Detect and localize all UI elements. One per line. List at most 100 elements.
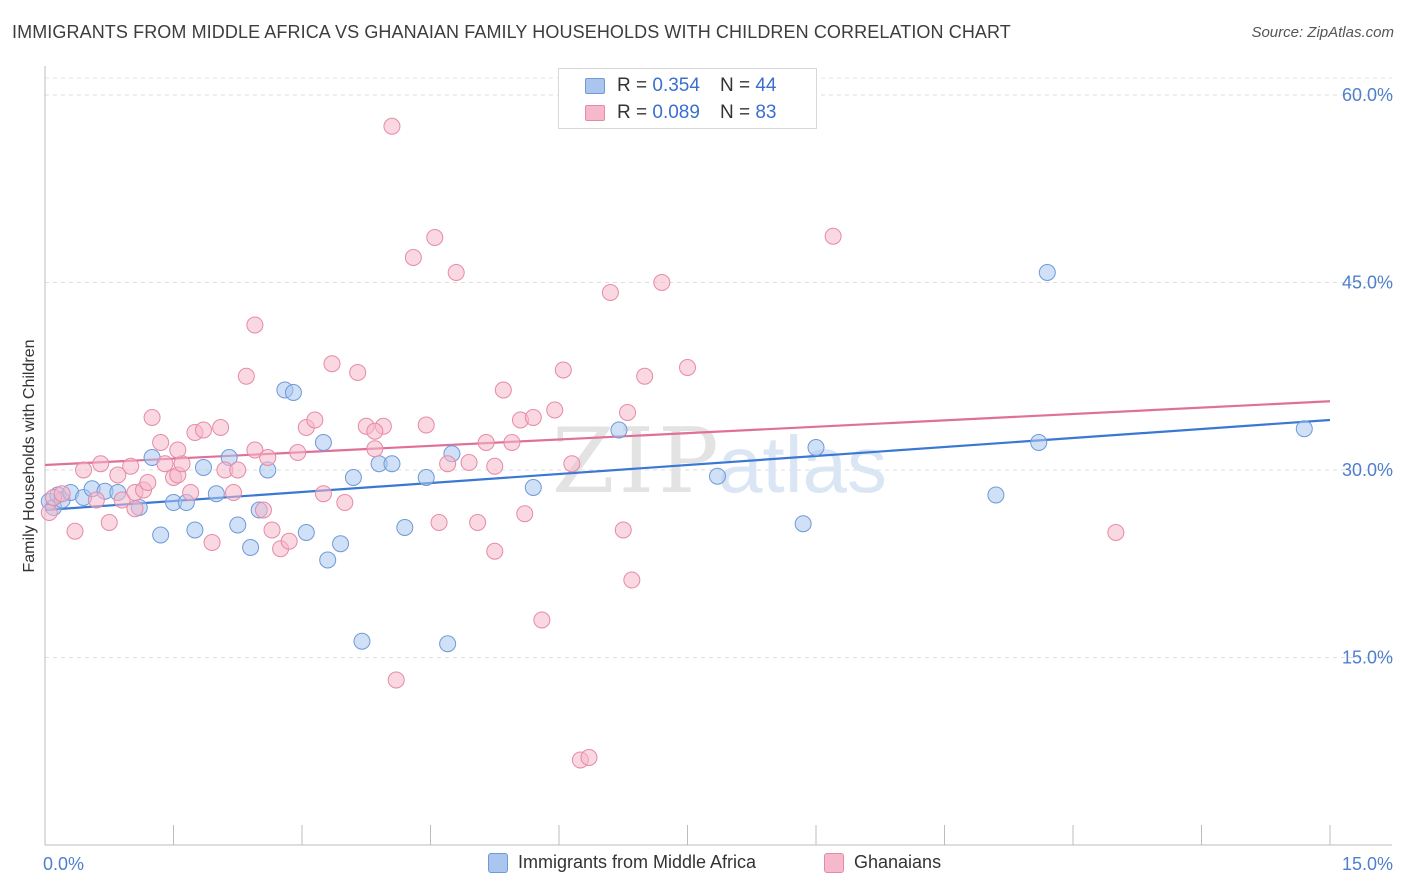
point-ghanaians [203, 534, 221, 551]
point-ghanaians [289, 444, 307, 461]
legend-row-ghanaians: R = 0.089 N = 83 [585, 101, 776, 125]
point-ghanaians [546, 401, 564, 419]
point-ghanaians [439, 455, 457, 473]
point-ghanaians [486, 457, 504, 475]
point-middle-africa [708, 467, 726, 485]
point-ghanaians [100, 514, 118, 531]
point-middle-africa [319, 551, 337, 569]
point-ghanaians [554, 361, 572, 379]
point-ghanaians [486, 542, 504, 560]
point-ghanaians [477, 434, 495, 451]
point-ghanaians [40, 504, 58, 521]
series-middle-africa-points [40, 264, 1313, 653]
point-ghanaians [152, 434, 170, 451]
point-middle-africa [610, 421, 628, 439]
legend-row-middle-africa: R = 0.354 N = 44 [585, 74, 776, 98]
legend-swatch-ghanaians [585, 105, 605, 121]
point-middle-africa [186, 521, 204, 539]
point-ghanaians [580, 749, 598, 766]
point-ghanaians [169, 441, 187, 459]
point-ghanaians [224, 484, 242, 501]
point-middle-africa [1030, 434, 1048, 451]
point-ghanaians [636, 367, 654, 385]
point-ghanaians [563, 455, 581, 473]
legend-n-value-ghanaians: 83 [755, 102, 777, 123]
point-ghanaians [194, 421, 212, 439]
point-middle-africa [284, 384, 302, 401]
point-ghanaians [182, 484, 200, 501]
point-ghanaians [92, 455, 110, 473]
point-ghanaians [109, 466, 127, 484]
point-ghanaians [417, 416, 435, 434]
legend-r-value-middle-africa: 0.354 [652, 75, 700, 96]
point-ghanaians [503, 434, 521, 451]
bottom-legend-swatch-middle-africa [488, 852, 508, 873]
point-middle-africa [194, 459, 212, 476]
point-ghanaians [601, 284, 619, 301]
point-ghanaians [229, 461, 247, 479]
point-ghanaians [126, 500, 144, 518]
source-label: Source: ZipAtlas.com [1251, 24, 1394, 41]
point-ghanaians [263, 521, 281, 539]
legend-r-value-ghanaians: 0.089 [652, 102, 700, 123]
point-ghanaians [122, 457, 140, 475]
point-ghanaians [237, 367, 255, 385]
point-ghanaians [653, 274, 671, 291]
x-tick-label: 15.0% [1342, 854, 1393, 874]
point-ghanaians [494, 381, 512, 399]
point-ghanaians [75, 461, 93, 479]
point-ghanaians [314, 485, 332, 503]
point-middle-africa [987, 486, 1005, 504]
point-ghanaians [619, 404, 637, 421]
legend-n-label: N = [719, 75, 751, 96]
point-middle-africa [314, 434, 332, 451]
point-ghanaians [280, 532, 298, 550]
point-ghanaians [246, 441, 264, 459]
bottom-legend-label-middle-africa: Immigrants from Middle Africa [518, 852, 757, 872]
point-middle-africa [396, 519, 414, 536]
point-middle-africa [1038, 264, 1056, 281]
point-middle-africa [332, 535, 350, 553]
point-ghanaians [824, 227, 842, 245]
trend-line-middle-africa [44, 418, 1331, 512]
point-middle-africa [242, 539, 260, 556]
legend-n-label: N = [719, 102, 751, 123]
y-axis-label: Family Households with Children [21, 340, 38, 573]
bottom-legend-swatch-ghanaians [824, 852, 844, 873]
y-tick-label: 15.0% [1342, 648, 1393, 668]
point-middle-africa [794, 515, 812, 533]
bottom-legend-ghanaians: Ghanaians [824, 852, 941, 873]
point-middle-africa [207, 485, 225, 503]
point-ghanaians [143, 409, 161, 426]
point-ghanaians [426, 229, 444, 246]
point-ghanaians [533, 611, 551, 629]
point-middle-africa [807, 439, 825, 456]
point-middle-africa [297, 524, 315, 541]
point-middle-africa [417, 469, 435, 486]
point-ghanaians [430, 514, 448, 531]
point-ghanaians [87, 491, 105, 509]
point-ghanaians [349, 364, 367, 381]
point-ghanaians [404, 249, 422, 266]
stats-legend: R = 0.354 N = 44 R = 0.089 N = 83 [558, 68, 817, 129]
bottom-legend-label-ghanaians: Ghanaians [854, 852, 942, 872]
point-ghanaians [246, 316, 264, 334]
series-ghanaians-points [40, 89, 1125, 769]
point-ghanaians [156, 455, 174, 473]
y-tick-label: 30.0% [1342, 460, 1393, 480]
gridlines [45, 77, 1392, 658]
x-tick-label: 0.0% [43, 854, 84, 874]
point-ghanaians [254, 501, 272, 519]
point-middle-africa [344, 469, 362, 486]
point-ghanaians [212, 419, 230, 436]
chart-title: IMMIGRANTS FROM MIDDLE AFRICA VS GHANAIA… [12, 22, 1011, 42]
point-ghanaians [366, 422, 384, 440]
legend-n-value-middle-africa: 44 [755, 75, 777, 96]
point-ghanaians [306, 411, 324, 429]
point-ghanaians [516, 505, 534, 523]
point-ghanaians [614, 521, 632, 539]
point-ghanaians [679, 359, 696, 376]
point-ghanaians [623, 571, 641, 589]
point-ghanaians [336, 494, 354, 511]
